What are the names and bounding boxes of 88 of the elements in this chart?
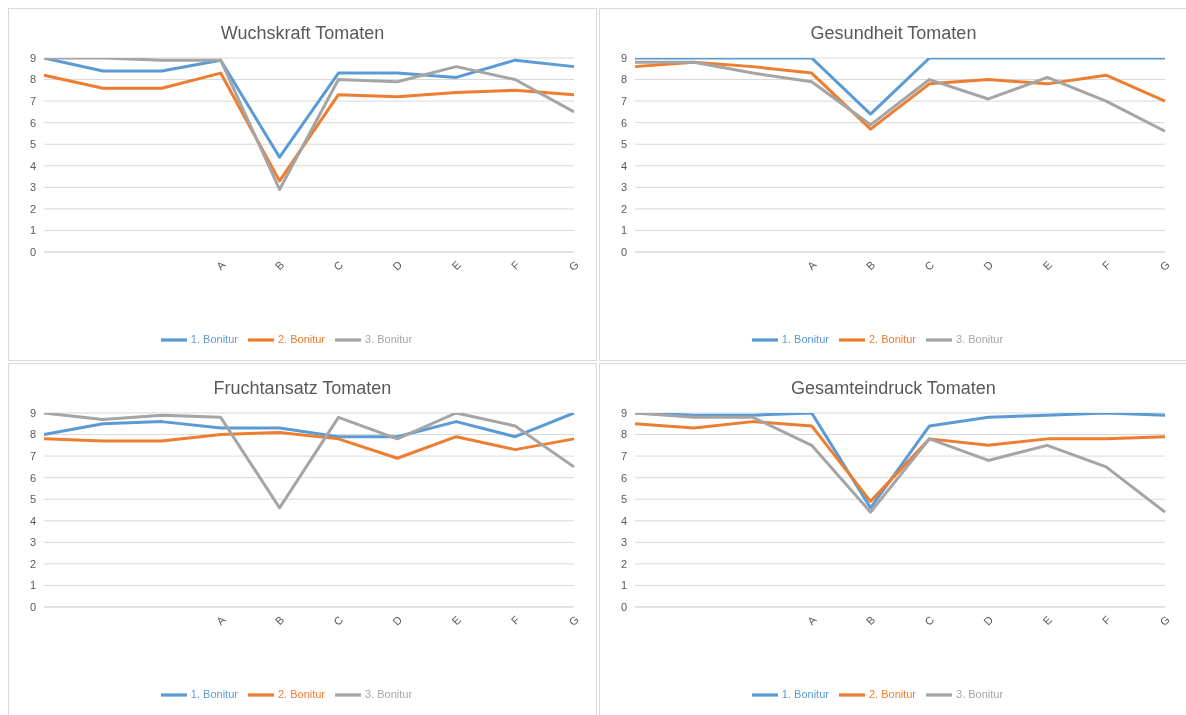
legend-label: 2. Bonitur [277,332,326,345]
y-tick-label: 6 [620,471,627,484]
y-tick-label: 4 [29,159,36,172]
y-tick-label: 5 [29,493,36,506]
legend-label: 1. Bonitur [190,332,238,345]
y-tick-label: 7 [620,95,627,108]
y-tick-label: 3 [29,536,36,549]
legend-label: 2. Bonitur [868,687,917,700]
y-tick-label: 7 [29,450,36,463]
y-tick-label: 1 [620,224,627,237]
y-tick-label: 2 [620,557,627,570]
x-tick-label: A [804,612,820,628]
y-tick-label: 1 [29,224,36,237]
line-series [42,413,576,439]
y-tick-label: 2 [29,557,36,570]
chart-title: Gesamteindruck Tomaten [790,377,997,400]
y-tick-label: 8 [620,73,627,86]
x-tick-label: A [213,612,229,628]
y-tick-label: 9 [29,51,36,64]
y-tick-label: 1 [620,579,627,592]
y-tick-label: 0 [620,245,627,258]
y-tick-label: 3 [620,181,627,194]
x-tick-label: D [390,258,405,273]
chart-title: Wuchskraft Tomaten [219,22,386,45]
y-tick-label: 9 [620,51,627,64]
x-tick-label: E [449,613,464,628]
y-tick-label: 4 [620,159,627,172]
x-tick-label: C [922,613,937,628]
y-tick-label: 6 [620,116,627,129]
legend-label: 3. Bonitur [956,687,1004,700]
legend-label: 3. Bonitur [365,687,413,700]
line-series [42,58,576,191]
legend-label: 1. Bonitur [190,687,238,700]
x-tick-label: C [331,258,346,273]
y-tick-label: 4 [620,514,627,527]
y-tick-label: 0 [29,600,36,613]
x-tick-label: F [508,613,523,627]
legend-label: 3. Bonitur [365,332,413,345]
y-tick-label: 7 [620,450,627,463]
y-tick-label: 8 [29,73,36,86]
y-tick-label: 8 [29,428,36,441]
x-tick-label: E [1040,613,1055,628]
x-tick-label: B [863,258,878,273]
x-tick-label: F [1099,258,1114,272]
legend-label: 2. Bonitur [868,332,917,345]
y-tick-label: 7 [29,95,36,108]
y-tick-label: 9 [29,406,36,419]
y-tick-label: 2 [620,202,627,215]
y-tick-label: 6 [29,116,36,129]
chart-title: Gesundheit Tomaten [809,22,978,45]
x-tick-label: E [1040,258,1055,273]
x-tick-label: B [272,258,287,273]
y-tick-label: 0 [29,245,36,258]
y-tick-label: 4 [29,514,36,527]
legend-label: 2. Bonitur [277,687,326,700]
line-series [42,413,576,510]
chart-title: Fruchtansatz Tomaten [212,377,393,400]
y-tick-label: 3 [620,536,627,549]
x-tick-label: A [804,257,820,273]
x-tick-label: C [922,258,937,273]
y-tick-label: 9 [620,406,627,419]
y-tick-label: 6 [29,471,36,484]
y-tick-label: 5 [620,138,627,151]
x-tick-label: B [863,613,878,628]
x-tick-label: D [981,258,996,273]
x-tick-label: F [508,258,523,272]
x-tick-label: D [981,613,996,628]
legend-label: 3. Bonitur [956,332,1004,345]
legend-label: 1. Bonitur [781,687,829,700]
y-tick-label: 3 [29,181,36,194]
y-tick-label: 5 [620,493,627,506]
x-tick-label: G [566,258,581,273]
y-tick-label: 2 [29,202,36,215]
y-tick-label: 5 [29,138,36,151]
x-tick-label: G [1157,258,1172,273]
y-tick-label: 8 [620,428,627,441]
x-tick-label: C [331,613,346,628]
x-tick-label: B [272,613,287,628]
x-tick-label: G [566,613,581,628]
x-tick-label: A [213,257,229,273]
x-tick-label: G [1157,613,1172,628]
y-tick-label: 0 [620,600,627,613]
line-series [42,430,576,460]
y-tick-label: 1 [29,579,36,592]
x-tick-label: D [390,613,405,628]
x-tick-label: F [1099,613,1114,627]
legend-label: 1. Bonitur [781,332,829,345]
x-tick-label: E [449,258,464,273]
